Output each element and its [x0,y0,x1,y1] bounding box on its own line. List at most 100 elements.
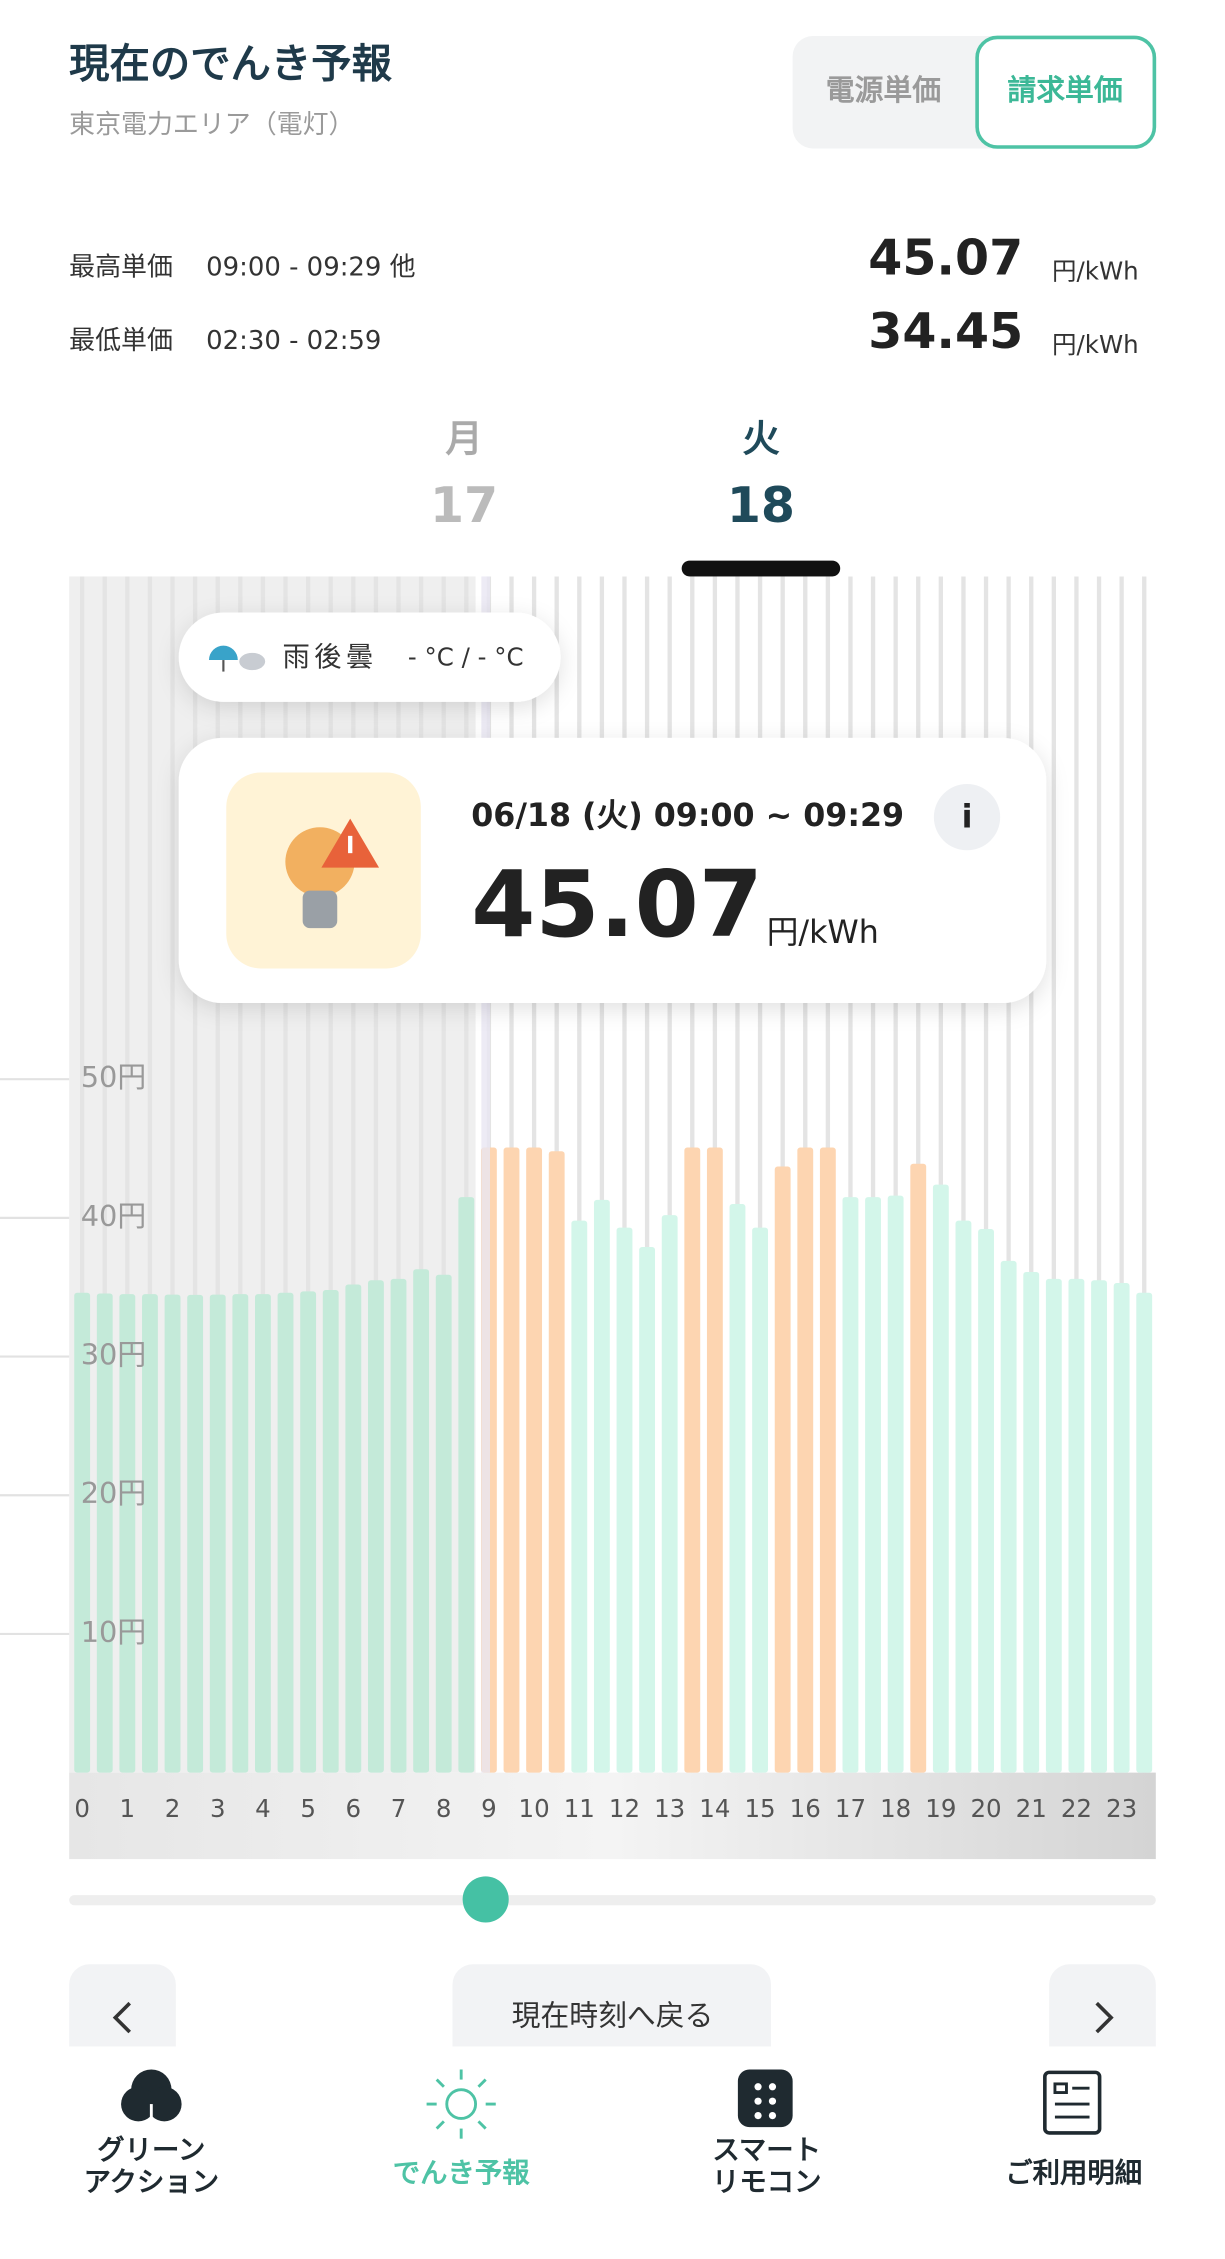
toggle-option[interactable]: 請求単価 [1007,73,1122,107]
bar [932,1184,949,1773]
y-tick-label: 20円 [81,1476,146,1510]
next-icon [1095,2001,1114,2034]
bar [74,1292,91,1773]
bar [910,1163,927,1773]
bars [74,1147,1153,1773]
x-tick-label: 19 [925,1794,956,1823]
bar [413,1269,430,1773]
warning-icon [348,835,353,854]
bar [300,1291,317,1773]
bar [232,1294,249,1773]
slider-knob[interactable] [462,1876,509,1923]
bar [1045,1278,1062,1773]
summary-value: 34.45 [868,303,1023,360]
bar [277,1292,294,1773]
now-button-label[interactable]: 現在時刻へ戻る [512,1999,714,2033]
bar [164,1294,181,1773]
x-tick-label: 11 [564,1794,595,1823]
bar [887,1195,904,1773]
info-icon[interactable]: i [962,800,973,836]
x-tick-label: 7 [391,1794,407,1823]
weather-icon [208,645,238,661]
bar [842,1197,859,1773]
bar [458,1197,475,1773]
summary-time: 02:30 - 02:59 [206,326,381,356]
info-button[interactable] [933,783,1001,851]
card-value: 45.07 [471,850,763,958]
summary-label: 最高単価 [69,253,173,283]
weather-icon [239,652,266,671]
bar [1091,1280,1107,1773]
day-weekday[interactable]: 月 [445,416,482,460]
bar [96,1293,113,1773]
summary-time: 09:00 - 09:29 他 [206,253,416,283]
bar [661,1215,678,1773]
bar [1136,1292,1153,1773]
bar [1000,1260,1017,1773]
bar [616,1227,633,1773]
bar [797,1147,814,1773]
y-tick-label: 30円 [81,1338,146,1372]
weather-temp: - °C / - °C [408,643,524,672]
x-tick-label: 15 [744,1794,775,1823]
x-tick-label: 16 [790,1794,821,1823]
x-tick-label: 23 [1106,1794,1137,1823]
bar [187,1294,204,1773]
nav-label[interactable]: グリーン [97,2134,205,2166]
x-tick-label: 21 [1016,1794,1047,1823]
day-weekday[interactable]: 火 [742,416,780,460]
x-tick-label: 3 [210,1794,226,1823]
x-tick-label: 8 [436,1794,452,1823]
day-date[interactable]: 17 [430,477,498,534]
x-tick-label: 4 [255,1794,271,1823]
now-line [481,576,491,1773]
nav-icon [121,2069,1102,2139]
bar [571,1220,588,1773]
slider-track[interactable] [69,1895,1156,1906]
summary-value: 45.07 [868,229,1023,286]
x-tick-label: 10 [519,1794,550,1823]
bar [526,1147,543,1773]
bar [684,1147,701,1773]
card-time: 06/18 (火) 09:00 ~ 09:29 [471,798,904,834]
bar [639,1246,656,1773]
toggle-active[interactable] [975,35,1157,149]
bulb-base [302,890,338,929]
y-tick-label: 50円 [81,1060,146,1094]
x-tick-label: 18 [880,1794,911,1823]
bar [119,1294,136,1773]
nav-label[interactable]: でんき予報 [393,2157,530,2189]
x-tick-label: 14 [699,1794,730,1823]
bar [367,1280,384,1773]
toggle-option[interactable]: 電源単価 [826,73,941,107]
y-tick-label: 10円 [81,1615,146,1649]
bar [390,1278,407,1773]
bar [752,1227,768,1773]
title: 現在のでんき予報 [69,40,392,87]
day-date[interactable]: 18 [727,477,795,534]
summary-unit: 円/kWh [1052,256,1139,285]
bar [865,1197,881,1773]
nav-label[interactable]: ご利用明細 [1005,2157,1142,2189]
x-tick-label: 1 [120,1794,136,1823]
bar [819,1147,836,1773]
bar [978,1228,994,1773]
nav-label[interactable]: アクション [84,2167,220,2198]
prev-icon [112,2001,131,2034]
bar [1068,1278,1085,1773]
bar [322,1289,339,1773]
card-unit: 円/kWh [767,915,879,951]
x-axis-band [69,1772,1156,1860]
day-underline [681,560,841,577]
summary-unit: 円/kWh [1052,330,1139,359]
x-tick-label: 6 [346,1794,362,1823]
weather-pill [178,612,561,702]
nav-label[interactable]: リモコン [712,2167,821,2198]
nav-label[interactable]: スマート [712,2135,821,2166]
bar [593,1199,610,1773]
x-tick-label: 5 [300,1794,316,1823]
bar [255,1294,271,1773]
